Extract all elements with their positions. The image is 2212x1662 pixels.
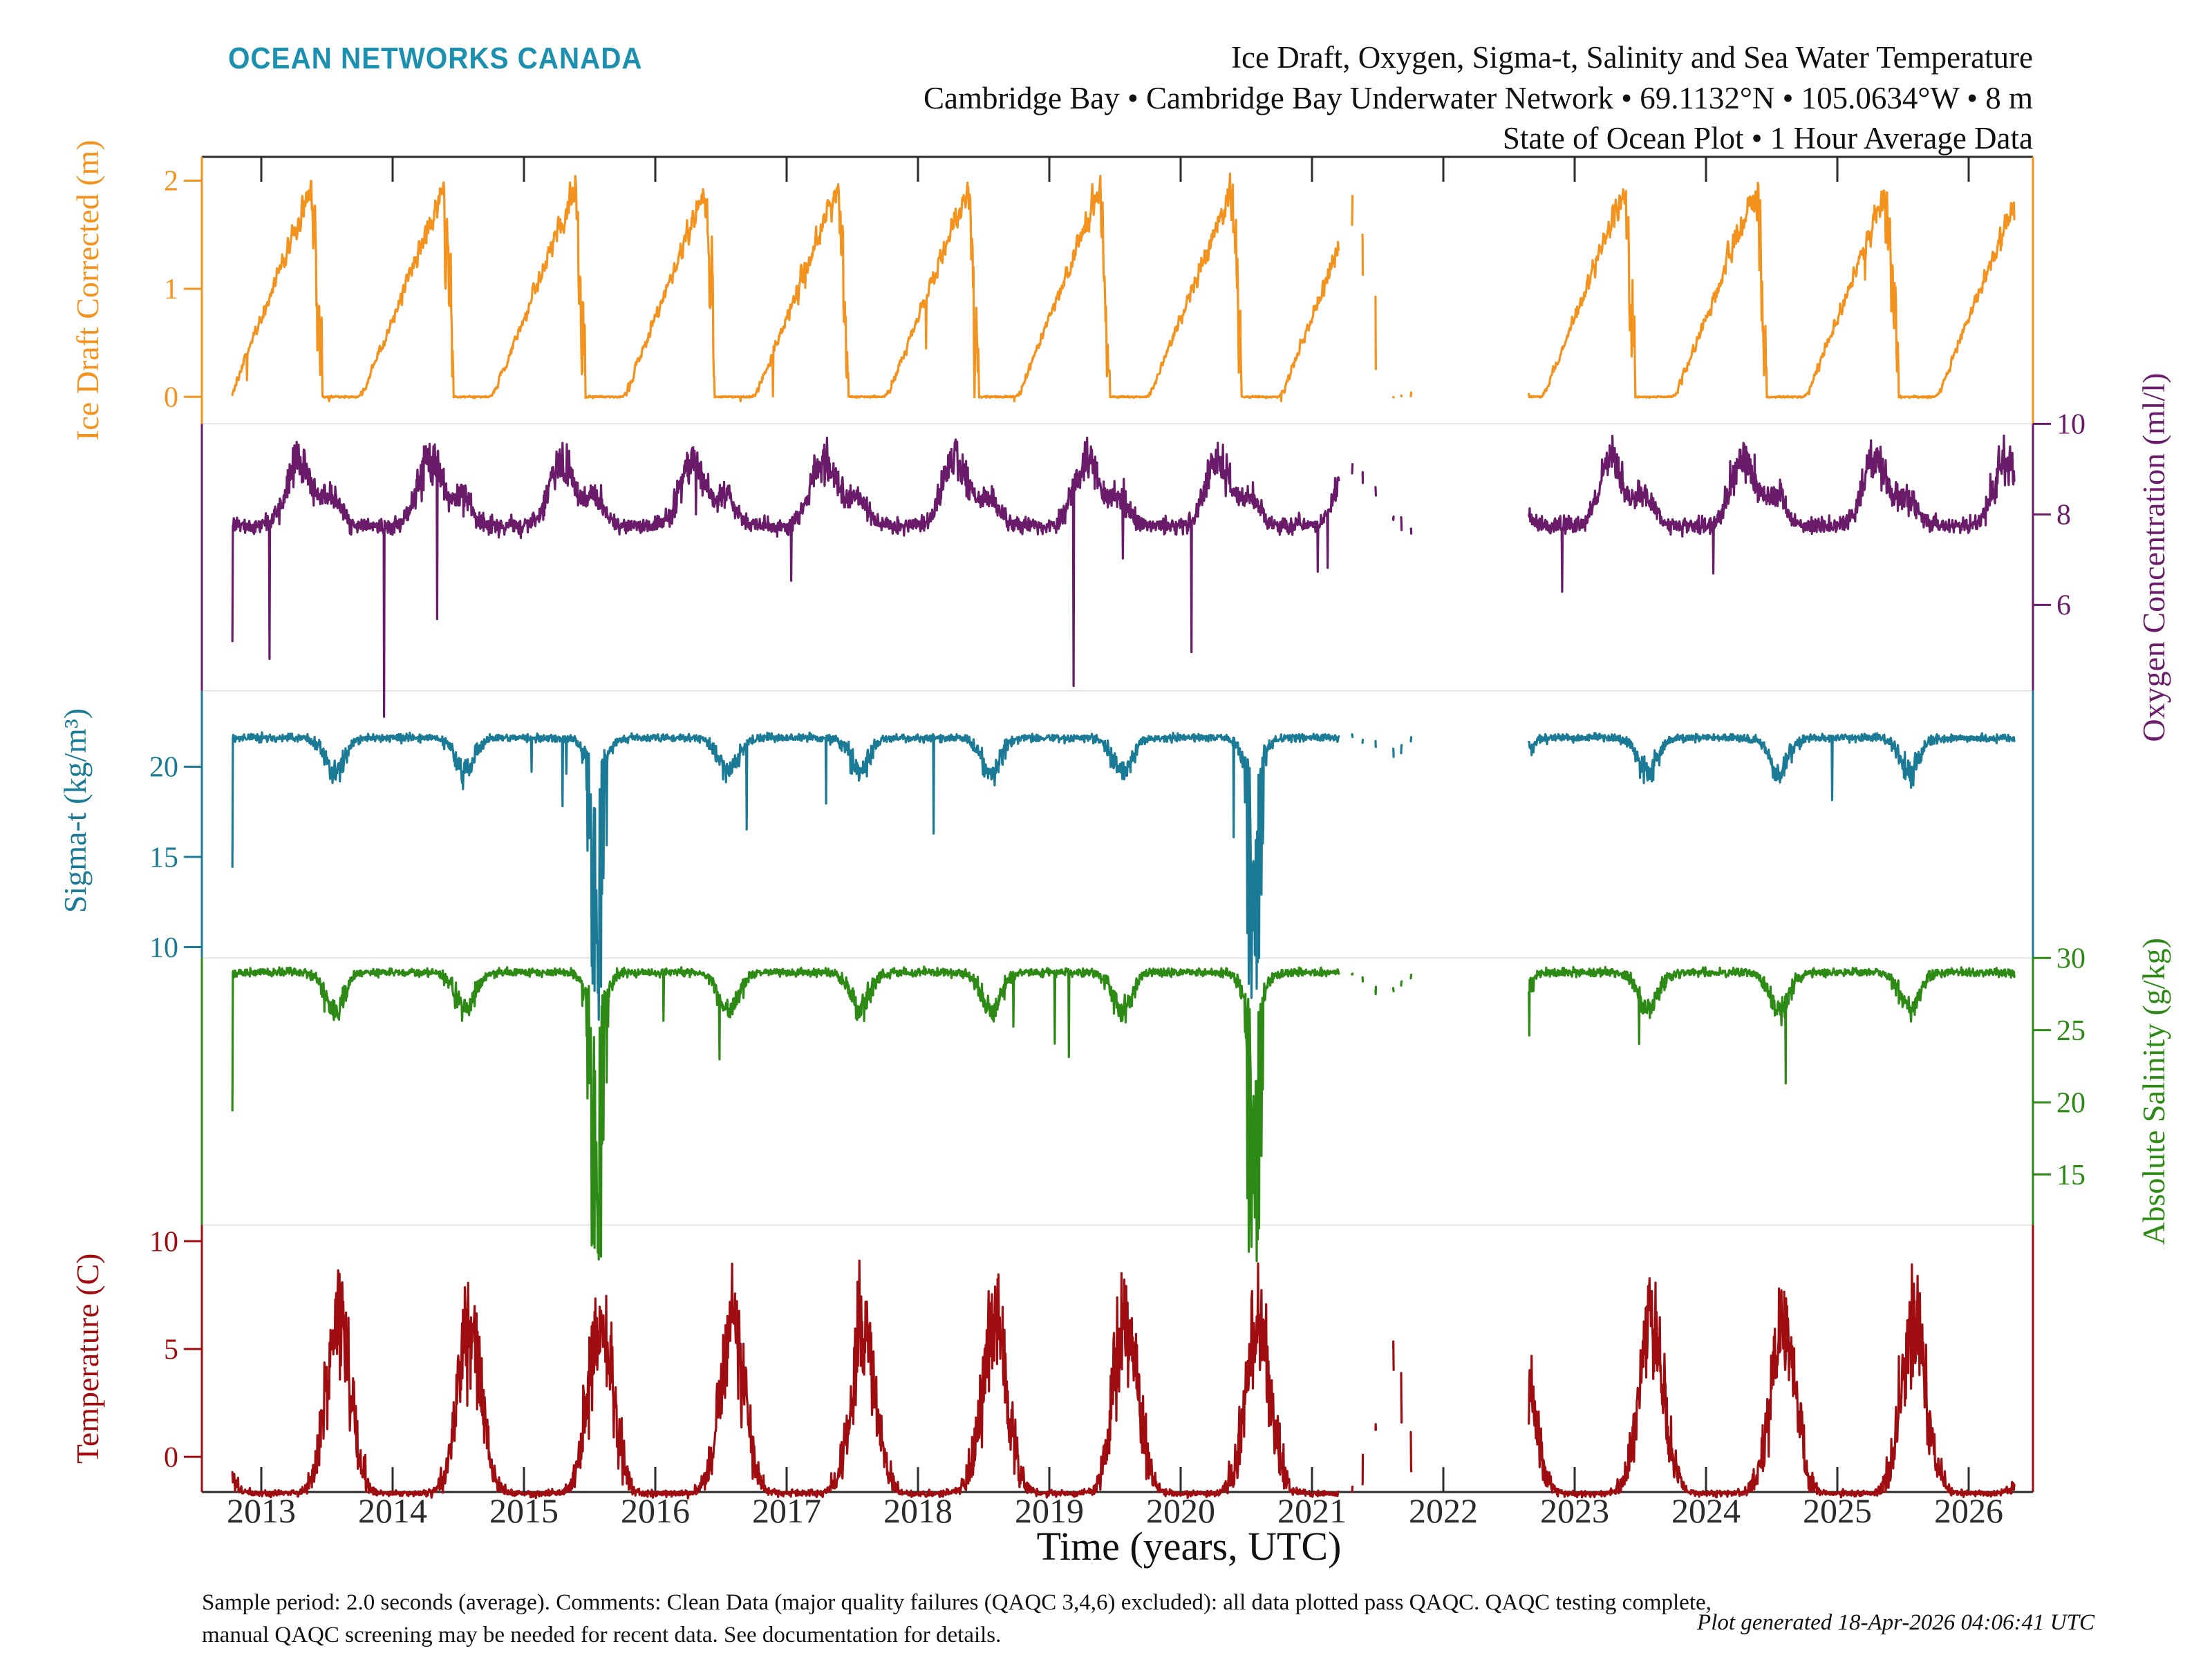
svg-text:10: 10 (149, 932, 178, 964)
svg-text:Time (years, UTC): Time (years, UTC) (1037, 1524, 1342, 1569)
svg-text:2024: 2024 (1671, 1491, 1741, 1530)
svg-text:6: 6 (2056, 590, 2071, 622)
svg-text:2014: 2014 (358, 1491, 427, 1530)
svg-text:Absolute Salinity (g/kg): Absolute Salinity (g/kg) (2136, 938, 2171, 1245)
svg-text:Ice Draft Corrected (m): Ice Draft Corrected (m) (70, 140, 105, 440)
svg-text:Temperature (C): Temperature (C) (70, 1254, 105, 1464)
svg-text:30: 30 (2056, 943, 2086, 975)
svg-text:Oxygen Concentration (ml/l): Oxygen Concentration (ml/l) (2136, 373, 2171, 742)
svg-text:15: 15 (2056, 1160, 2086, 1191)
svg-text:2023: 2023 (1540, 1491, 1609, 1530)
svg-text:0: 0 (164, 1442, 178, 1473)
svg-text:20: 20 (149, 752, 178, 784)
svg-text:25: 25 (2056, 1015, 2086, 1047)
svg-text:5: 5 (164, 1334, 178, 1366)
svg-text:2: 2 (164, 166, 178, 198)
svg-text:15: 15 (149, 842, 178, 874)
svg-text:0: 0 (164, 382, 178, 414)
svg-text:Sigma-t (kg/m³): Sigma-t (kg/m³) (57, 708, 93, 913)
svg-text:2022: 2022 (1409, 1491, 1478, 1530)
svg-text:10: 10 (2056, 409, 2086, 441)
svg-text:20: 20 (2056, 1087, 2086, 1119)
svg-text:2026: 2026 (1934, 1491, 2003, 1530)
svg-text:10: 10 (149, 1226, 178, 1258)
svg-text:2017: 2017 (752, 1491, 821, 1530)
svg-text:8: 8 (2056, 500, 2071, 531)
svg-text:2015: 2015 (489, 1491, 559, 1530)
svg-text:2025: 2025 (1803, 1491, 1872, 1530)
svg-text:1: 1 (164, 274, 178, 305)
